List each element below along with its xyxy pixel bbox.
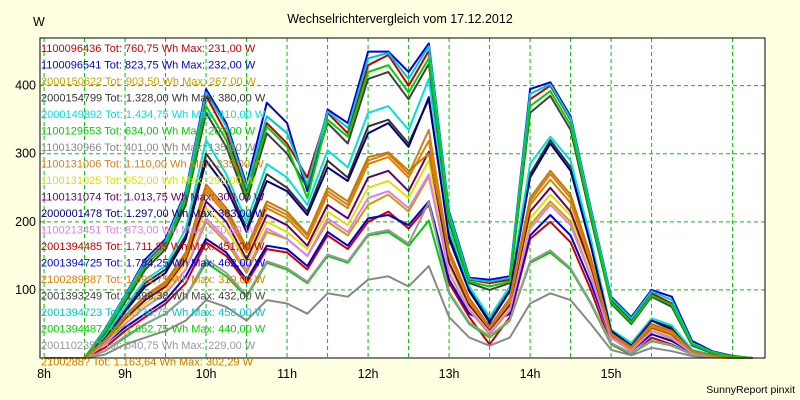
series-line [44,57,753,359]
legend-entry: 2001394725 Tot: 1.784,25 Wh Max: 462,00 … [41,258,266,270]
legend-entry: 2000150622 Tot: 903,50 Wh Max: 267,00 W [41,76,257,88]
legend-entry: 2000001478 Tot: 1.297,00 Wh Max: 383,00 … [41,208,266,220]
legend-entry: 1100096541 Tot: 823,75 Wh Max: 232,00 W [41,60,256,72]
series-line [44,201,753,359]
legend-entry: 2000154799 Tot: 1.328,00 Wh Max: 380,00 … [41,93,266,105]
legend-entry: 2001394723 Tot: 1.736,75 Wh Max: 458,00 … [41,307,266,319]
legend-entry: 1100096436 Tot: 760,75 Wh Max: 231,00 W [41,43,256,55]
y-axis-unit: W [33,15,45,29]
y-tick-label: 300 [15,147,36,161]
x-tick-label: 9h [118,367,132,381]
x-tick-label: 13h [439,367,460,381]
plot-area: 8h 9h 10h 11h 12h 13h 14h 15h 100 200 300 400 110009… [15,37,766,381]
x-tick-label: 14h [520,367,541,381]
legend-entry: 1100131074 Tot: 1.013,75 Wh Max: 303,00 … [41,192,265,204]
plot-frame [39,37,766,359]
series-line [44,151,753,359]
x-tick-label: 10h [196,367,217,381]
series-line [44,96,753,359]
chart-title: Wechselrichtervergleich vom 17.12.2012 [287,12,513,26]
legend-entry: 1100129553 Tot: 634,00 Wh Max: 202,00 W [41,126,256,138]
x-tick-label: 15h [601,367,622,381]
y-tick-label: 400 [15,79,36,93]
y-tick-label: 200 [15,215,36,229]
series-line [44,173,753,359]
y-tick-label: 100 [15,283,36,297]
legend-entry: 2100288? Tot: 1.163,64 Wh Max: 302,29 W [41,357,254,369]
x-tick-label: 12h [358,367,379,381]
series-line [44,77,753,359]
legend-entry: 2100289887 Tot: 1.092,75 Wh Max: 319,00 … [41,274,266,286]
credit-text: SunnyReport pinxit [706,384,795,396]
legend-entry: 2001394485 Tot: 1.711,85 Wh Max: 451,00 … [41,241,265,253]
series-line [44,45,753,359]
legend-entry: 2000149892 Tot: 1.434,75 Wh Max: 410,00 … [41,109,266,121]
legend-entry: 2001102357 Tot: 640,75 Wh Max: 229,00 W [41,340,256,352]
legend-entry: 1100213451 Tot: 873,00 Wh Max: 270,00 W [41,225,256,237]
legend-entry: 1100131006 Tot: 1.110,00 Wh Max: 335,00 … [41,159,264,171]
legend-entry: 1100130966 Tot: 401,00 Wh Max: 135,00 W [41,142,256,154]
x-tick-label: 8h [37,367,51,381]
series-line [44,265,753,359]
legend-entry: 2001394487 Tot: 1.652,75 Wh Max: 440,00 … [41,324,266,336]
legend-entry: 1100131025 Tot: 952,00 Wh Max: 290,00 W [41,175,256,187]
series-line [44,139,753,359]
legend-entry: 2001393249 Tot: 1.598,38 Wh Max: 432,00 … [41,291,266,303]
x-tick-label: 11h [277,367,297,381]
